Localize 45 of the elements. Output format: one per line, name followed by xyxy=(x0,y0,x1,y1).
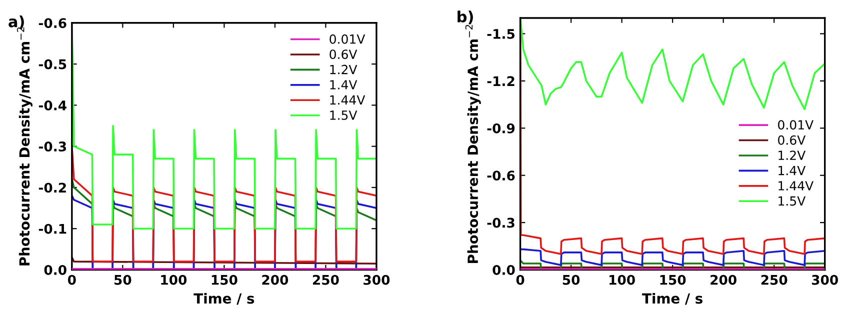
line-series xyxy=(520,248,825,266)
y-tick-label: 0.0 xyxy=(44,264,66,275)
y-tick-label: -1.5 xyxy=(487,29,515,39)
x-axis-title: Time / s xyxy=(642,292,702,305)
legend-label: 1.4V xyxy=(778,166,806,176)
y-axis-title: Photocurrent Density/mA cm$^{−2}$ xyxy=(465,24,481,263)
x-tick-label: 250 xyxy=(761,274,788,285)
y-tick-label: -0.3 xyxy=(38,142,66,152)
legend-label: 1.2V xyxy=(778,150,806,160)
x-tick-label: 100 xyxy=(610,274,635,285)
x-tick-label: 0 xyxy=(516,274,524,285)
x-tick-label: 200 xyxy=(710,274,736,285)
y-tick-label: -0.6 xyxy=(38,18,66,28)
y-tick-label: -0.5 xyxy=(38,59,66,70)
legend-label: 1.44V xyxy=(778,181,814,190)
legend-label: 0.01V xyxy=(330,34,366,44)
legend-label: 1.5V xyxy=(330,110,358,120)
y-tick-label: -0.1 xyxy=(38,224,66,234)
text: a) xyxy=(8,16,24,30)
x-tick-label: 300 xyxy=(812,274,838,285)
x-tick-label: 200 xyxy=(262,274,288,285)
y-tick-label: -0.3 xyxy=(487,218,514,228)
y-tick-label: -1.2 xyxy=(487,76,514,86)
y-tick-label: -0.6 xyxy=(487,170,515,181)
x-tick-label: 100 xyxy=(161,274,187,285)
legend-label: 1.44V xyxy=(330,95,366,105)
x-tick-label: 50 xyxy=(562,274,580,285)
legend-label: 0.6V xyxy=(778,135,806,145)
legend-label: 0.6V xyxy=(330,50,358,60)
y-tick-label: -0.2 xyxy=(38,182,66,193)
legend-label: 1.5V xyxy=(778,196,806,206)
x-tick-label: 250 xyxy=(312,274,339,285)
legend-label: 1.2V xyxy=(330,64,358,74)
x-axis-title: Time / s xyxy=(194,292,254,305)
y-tick-label: -0.4 xyxy=(38,100,66,110)
y-tick-label: -0.9 xyxy=(487,123,515,134)
x-tick-label: 150 xyxy=(212,274,238,285)
y-tick-label: 0.0 xyxy=(492,264,515,275)
text: b) xyxy=(458,10,473,24)
legend-label: 0.01V xyxy=(778,120,814,130)
legend-label: 1.4V xyxy=(330,80,358,90)
x-tick-label: 0 xyxy=(68,274,76,285)
x-tick-label: 50 xyxy=(114,274,132,285)
x-tick-label: 150 xyxy=(660,274,686,285)
x-tick-label: 300 xyxy=(364,274,390,285)
